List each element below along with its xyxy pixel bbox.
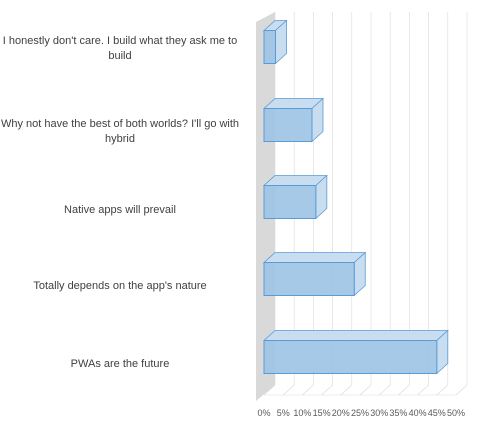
x-tick-label: 45% — [428, 408, 446, 418]
bar-front-face — [263, 262, 355, 296]
gridline-floor — [455, 384, 468, 396]
gridline-floor — [282, 384, 295, 396]
x-tick-label: 50% — [447, 408, 465, 418]
bar-front-face — [263, 30, 277, 64]
gridline-floor — [321, 384, 333, 396]
category-label: Why not have the best of both worlds? I'… — [0, 118, 240, 145]
bar-front-face — [263, 340, 438, 374]
category-label: I honestly don't care. I build what they… — [2, 35, 238, 62]
category-label: Totally depends on the app's nature — [33, 280, 207, 292]
x-tick-label: 40% — [409, 408, 427, 418]
x-tick-label: 20% — [332, 408, 350, 418]
x-tick-label: 15% — [313, 408, 331, 418]
bar-front-face — [263, 108, 313, 142]
gridline-floor — [359, 384, 372, 396]
gridline-floor — [263, 384, 276, 396]
bar-top-face — [262, 252, 367, 263]
x-tick-label: 35% — [389, 408, 407, 418]
bar — [262, 251, 367, 297]
x-tick-label: 0% — [257, 408, 270, 418]
x-tick-label: 10% — [293, 408, 311, 418]
x-tick-label: 30% — [370, 408, 388, 418]
x-tick-label: 5% — [277, 408, 290, 418]
x-tick-label: 25% — [351, 408, 369, 418]
bar — [262, 174, 328, 220]
bar — [262, 19, 288, 65]
gridline-floor — [436, 384, 449, 396]
category-label: PWAs are the future — [70, 358, 170, 370]
bar — [262, 329, 449, 375]
gridline-floor — [417, 384, 429, 396]
bar-top-face — [262, 330, 449, 341]
bar — [262, 97, 325, 143]
gridline-floor — [302, 384, 314, 396]
category-label: Native apps will prevail — [64, 204, 176, 216]
gridline-floor — [340, 384, 353, 396]
gridline-floor — [378, 384, 391, 396]
bar-front-face — [263, 185, 317, 219]
gridline-floor — [398, 384, 410, 396]
